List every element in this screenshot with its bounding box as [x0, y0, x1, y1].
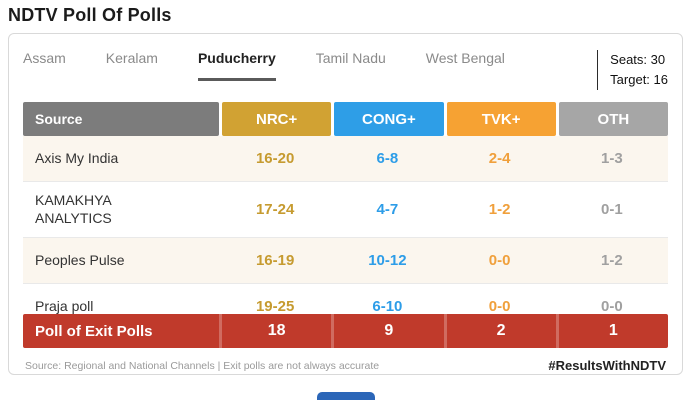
summary-value-nrc: 18: [219, 314, 331, 349]
party-header-cong: CONG+: [334, 102, 444, 137]
table-row: Peoples Pulse 16-19 10-12 0-0 1-2: [23, 238, 668, 285]
target-label: Target: 16: [610, 72, 668, 88]
value-cell: 4-7: [376, 201, 399, 219]
value-cell: 1-2: [601, 252, 623, 270]
tab-keralam[interactable]: Keralam: [105, 50, 158, 66]
value-cell: 10-12: [368, 252, 407, 270]
value-cell: 6-8: [376, 150, 399, 168]
tab-puducherry[interactable]: Puducherry: [197, 50, 276, 81]
poll-of-exit-polls-row: Poll of Exit Polls 18 9 2 1: [23, 314, 668, 349]
source-cell: Peoples Pulse: [35, 252, 125, 269]
table-row: Praja poll 19-25 6-10 0-0 0-0: [23, 284, 668, 315]
value-cell: 0-1: [601, 201, 623, 219]
summary-label: Poll of Exit Polls: [35, 322, 153, 340]
tab-assam[interactable]: Assam: [23, 50, 66, 66]
value-cell: 0-0: [488, 252, 511, 270]
table-header-row: Source NRC+ CONG+ TVK+ OTH: [23, 102, 668, 137]
tab-west-bengal[interactable]: West Bengal: [425, 50, 505, 66]
value-cell: 16-20: [255, 150, 295, 168]
value-cell: 2-4: [488, 150, 511, 168]
state-tabs: Assam Keralam Puducherry Tamil Nadu West…: [23, 44, 668, 91]
value-cell: 17-24: [255, 201, 295, 219]
source-cell: Axis My India: [35, 150, 119, 167]
table-row: Axis My India 16-20 6-8 2-4 1-3: [23, 136, 668, 183]
disclaimer-text: Source: Regional and National Channels |…: [25, 359, 380, 372]
party-header-nrc: NRC+: [222, 102, 332, 137]
value-cell: 0-0: [488, 298, 511, 315]
party-header-tvk: TVK+: [446, 102, 556, 137]
value-cell: 6-10: [372, 298, 403, 315]
source-cell: Praja poll: [35, 298, 94, 315]
poll-card: Assam Keralam Puducherry Tamil Nadu West…: [8, 33, 683, 375]
seats-target-panel: Seats: 30 Target: 16: [597, 50, 668, 91]
hashtag-label: #ResultsWithNDTV: [548, 358, 666, 374]
ndtv-logo: [316, 392, 375, 400]
page-title: NDTV Poll Of Polls: [8, 5, 172, 25]
seats-label: Seats: 30: [610, 52, 666, 67]
poll-table: Source NRC+ CONG+ TVK+ OTH Axis My India…: [23, 102, 668, 349]
source-column-header: Source: [23, 102, 219, 137]
table-row: KAMAKHYA ANALYTICS 17-24 4-7 1-2 0-1: [23, 182, 668, 239]
source-cell: KAMAKHYA ANALYTICS: [35, 192, 112, 226]
summary-value-oth: 1: [555, 314, 668, 349]
table-body-scroll-area[interactable]: Axis My India 16-20 6-8 2-4 1-3 KAMAKHYA…: [23, 136, 668, 315]
tab-tamil-nadu[interactable]: Tamil Nadu: [315, 50, 386, 66]
value-cell: 1-2: [488, 201, 511, 219]
value-cell: 1-3: [601, 150, 623, 168]
party-header-oth: OTH: [558, 102, 668, 137]
card-footer: Source: Regional and National Channels |…: [23, 358, 668, 373]
value-cell: 0-0: [601, 298, 623, 315]
summary-value-tvk: 2: [443, 314, 556, 349]
value-cell: 16-19: [255, 252, 295, 270]
summary-value-cong: 9: [331, 314, 443, 349]
value-cell: 19-25: [255, 298, 295, 315]
